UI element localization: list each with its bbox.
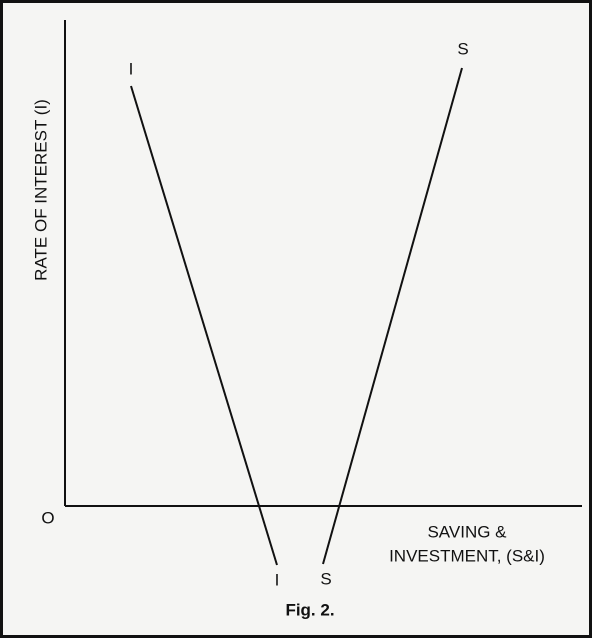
y-axis-label: RATE OF INTEREST (I) (31, 99, 50, 281)
x-axis-label: INVESTMENT, (S&I) (389, 546, 545, 565)
caption: Fig. 2. (285, 600, 334, 619)
saving-curve (322, 67, 463, 565)
curve-label: S (320, 569, 331, 588)
curve-label: S (457, 39, 468, 58)
origin-label: O (41, 508, 54, 527)
investment-curve (130, 85, 278, 566)
x-axis-label: SAVING & (427, 522, 507, 541)
curve-label: I (129, 59, 134, 78)
curve-label: I (275, 570, 280, 589)
